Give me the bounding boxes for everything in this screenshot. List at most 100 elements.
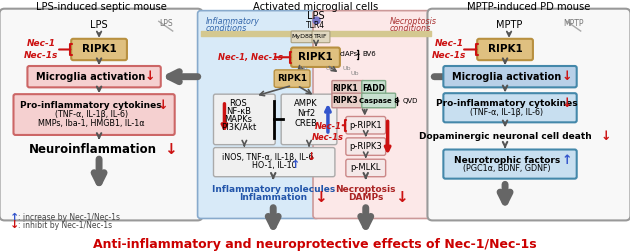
Text: MyD88: MyD88 [291,34,313,39]
Text: Nec-1
Nec-1s: Nec-1 Nec-1s [312,122,344,142]
Text: ROS: ROS [229,99,247,108]
FancyBboxPatch shape [291,31,313,43]
Text: ↓: ↓ [164,142,177,157]
Text: Inflammatory molecules: Inflammatory molecules [212,185,335,194]
Text: cIAPs: cIAPs [340,51,358,57]
FancyBboxPatch shape [274,70,310,87]
Text: HO-1, IL-10: HO-1, IL-10 [252,161,297,170]
Text: ↓: ↓ [144,70,155,83]
Text: TLR4: TLR4 [306,21,326,30]
Text: CREB: CREB [295,119,318,128]
Text: Nec-1
Nec-1s: Nec-1 Nec-1s [24,39,59,59]
Text: TRIF: TRIF [314,34,328,39]
FancyBboxPatch shape [198,11,319,218]
Text: NF-κB: NF-κB [226,107,251,116]
FancyBboxPatch shape [427,9,630,220]
Text: ↓: ↓ [307,152,317,162]
Text: : inhibit by Nec-1/Nec-1s: : inhibit by Nec-1/Nec-1s [18,221,113,230]
Text: ↑: ↑ [9,212,19,223]
FancyBboxPatch shape [477,39,533,60]
Text: p-RIPK3: p-RIPK3 [350,142,382,151]
Text: (TNF-α, IL-1β, IL-6): (TNF-α, IL-1β, IL-6) [471,108,544,117]
Text: MPTP: MPTP [563,19,584,28]
FancyBboxPatch shape [0,9,203,220]
Text: Necroptosis: Necroptosis [336,185,396,194]
Text: Ub: Ub [343,67,351,71]
Text: ↓: ↓ [158,99,168,112]
FancyBboxPatch shape [214,94,275,145]
Text: Activated microglial cells: Activated microglial cells [253,2,379,12]
FancyBboxPatch shape [332,81,364,95]
FancyBboxPatch shape [444,93,576,122]
Text: p-RIPK1: p-RIPK1 [350,121,382,130]
FancyBboxPatch shape [332,93,364,108]
FancyBboxPatch shape [281,94,337,145]
FancyBboxPatch shape [313,11,435,218]
Text: LPS-induced septic mouse: LPS-induced septic mouse [36,2,166,12]
Text: Nec-1, Nec-1s: Nec-1, Nec-1s [218,53,283,62]
FancyBboxPatch shape [362,81,386,95]
Text: Neuroinflammation: Neuroinflammation [29,143,157,156]
Text: AMPK: AMPK [294,99,318,108]
FancyBboxPatch shape [362,93,396,108]
Text: Necroptosis: Necroptosis [389,17,437,26]
FancyBboxPatch shape [346,116,386,134]
Text: RIPK3: RIPK3 [332,97,358,105]
FancyBboxPatch shape [71,39,127,60]
Text: BV6: BV6 [363,51,377,57]
Text: Microglia activation: Microglia activation [452,72,562,82]
Text: MMPs, Iba-1, HMGB1, IL-1α: MMPs, Iba-1, HMGB1, IL-1α [38,119,144,128]
Text: Microglia activation: Microglia activation [37,72,146,82]
FancyBboxPatch shape [444,149,576,179]
Text: conditions: conditions [389,24,431,33]
Text: Pro-inflammatory cytokines: Pro-inflammatory cytokines [20,101,162,110]
Text: RIPK1: RIPK1 [488,45,522,54]
Text: Ub: Ub [300,67,308,71]
Text: RIPK1: RIPK1 [82,45,117,54]
Text: Neurotrophic factors: Neurotrophic factors [454,156,560,165]
Text: MPTP: MPTP [496,20,522,30]
Text: (TNF-α, IL-1β, IL-6): (TNF-α, IL-1β, IL-6) [55,110,128,119]
Text: ↓: ↓ [395,190,408,205]
FancyBboxPatch shape [346,138,386,155]
Text: ↓: ↓ [561,70,572,83]
Text: Inflammation: Inflammation [239,193,307,202]
Text: PI3K/Akt: PI3K/Akt [220,123,256,132]
Text: Dopaminergic neuronal cell death: Dopaminergic neuronal cell death [419,132,592,141]
FancyBboxPatch shape [13,94,175,135]
Text: ↑: ↑ [290,160,300,170]
Text: LPS: LPS [90,20,108,30]
Text: MPTP-induced PD mouse: MPTP-induced PD mouse [467,2,591,12]
FancyBboxPatch shape [444,66,576,87]
Text: ↓: ↓ [600,130,611,143]
Text: QVD: QVD [403,98,418,104]
FancyBboxPatch shape [28,66,161,87]
Text: LPS: LPS [159,19,173,28]
Text: Nrf2: Nrf2 [297,109,315,118]
FancyBboxPatch shape [346,159,386,177]
Text: : increase by Nec-1/Nec-1s: : increase by Nec-1/Nec-1s [18,213,120,222]
Text: RIPK1: RIPK1 [297,52,333,62]
FancyBboxPatch shape [312,31,330,43]
FancyBboxPatch shape [214,148,335,177]
Text: LPS: LPS [307,11,325,21]
Text: Pro-inflammatory cytokines: Pro-inflammatory cytokines [436,99,578,108]
Text: iNOS, TNF-α, IL-1β, IL-6: iNOS, TNF-α, IL-1β, IL-6 [222,153,314,162]
Text: Anti-inflammatory and neuroprotective effects of Nec-1/Nec-1s: Anti-inflammatory and neuroprotective ef… [93,238,537,251]
Text: Ub: Ub [350,71,359,76]
Text: DAMPs: DAMPs [348,193,384,202]
Text: ↓: ↓ [561,97,572,110]
Text: Caspase 8: Caspase 8 [358,98,399,104]
Text: RIPK1: RIPK1 [277,74,307,83]
Text: ↓: ↓ [314,190,326,205]
Text: RIPK1: RIPK1 [332,84,358,93]
Text: conditions: conditions [205,24,247,33]
Text: ↑: ↑ [561,154,572,167]
Text: Inflammatory: Inflammatory [205,17,260,26]
Text: (PGC1α, BDNF, GDNF): (PGC1α, BDNF, GDNF) [463,165,551,173]
Text: p-MLKL: p-MLKL [350,164,381,172]
Text: FADD: FADD [362,84,385,93]
Text: MAPKs: MAPKs [224,115,253,124]
Text: Ub: Ub [326,67,334,71]
Text: Nec-1
Nec-1s: Nec-1 Nec-1s [432,39,467,59]
